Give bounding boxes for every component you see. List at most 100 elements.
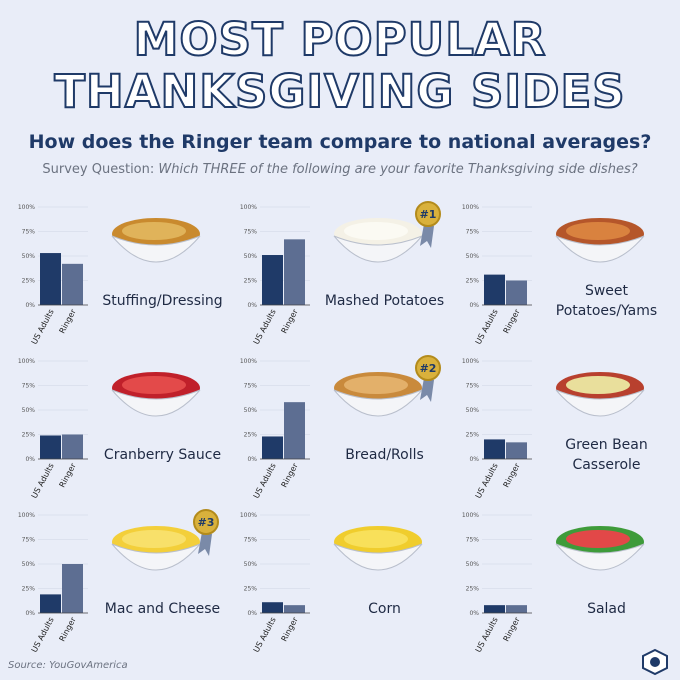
x-tick-label: Ringer [280, 461, 301, 489]
food-highlight [122, 222, 186, 240]
bowl [111, 235, 201, 263]
dish-label: Bread/Rolls [345, 447, 424, 463]
y-tick-label: 50% [466, 253, 480, 260]
dish-illustration [555, 218, 645, 263]
food-highlight [122, 376, 186, 394]
badge-label: #2 [420, 362, 437, 375]
bar-chart: 0% 25% 50% 75% 100% US Adults Ringer #1 [240, 201, 441, 346]
chart-cell: 0% 25% 50% 75% 100% US Adults Ringer Sweet Pota… [452, 198, 674, 352]
survey-question: Survey Question: Which THREE of the foll… [0, 162, 680, 177]
y-tick-label: 100% [462, 358, 479, 365]
bar [262, 255, 283, 305]
dish-label: Green Bean Casserole [565, 437, 648, 473]
bowl [555, 543, 645, 571]
y-tick-label: 25% [466, 432, 480, 439]
badge [415, 201, 441, 227]
x-tick-label: Ringer [502, 307, 523, 335]
badge-ribbon [420, 224, 434, 248]
bar [62, 263, 83, 305]
dish-label: Corn [368, 601, 401, 617]
logo [642, 648, 668, 676]
y-tick-label: 75% [22, 383, 36, 390]
y-tick-label: 0% [247, 456, 257, 463]
y-tick-label: 100% [18, 512, 35, 519]
dish-illustration [111, 218, 201, 263]
x-tick-label: US Adults [252, 616, 278, 654]
y-tick-label: 50% [22, 407, 36, 414]
dish-label: Mashed Potatoes [324, 293, 445, 309]
bowl [555, 235, 645, 263]
chart-cell: 0% 25% 50% 75% 100% US Adults Ringer #2 Bread/Ro… [230, 352, 452, 506]
y-tick-label: 25% [244, 586, 258, 593]
y-tick-label: 25% [244, 278, 258, 285]
x-tick-label: Ringer [58, 307, 79, 335]
bar-chart: 0% 25% 50% 75% 100% US Adults Ringer #2 [240, 355, 441, 500]
y-tick-label: 0% [25, 456, 35, 463]
dish-illustration: #3 [111, 509, 219, 571]
x-tick-label: US Adults [474, 616, 500, 654]
question-text: Which THREE of the following are your fa… [158, 162, 638, 177]
bar [506, 442, 527, 459]
y-tick-label: 100% [18, 358, 35, 365]
dish-illustration: #2 [333, 355, 441, 417]
bar [40, 253, 61, 305]
y-tick-label: 50% [244, 561, 258, 568]
y-tick-label: 50% [22, 253, 36, 260]
bar [40, 435, 61, 459]
chart-cell: 0% 25% 50% 75% 100% US Adults Ringer Cranberry … [8, 352, 230, 506]
y-tick-label: 50% [466, 407, 480, 414]
dish-label: Mac and Cheese [104, 601, 221, 617]
bar-chart: 0% 25% 50% 75% 100% US Adults Ringer [462, 204, 645, 346]
y-tick-label: 75% [466, 229, 480, 236]
bowl [333, 543, 423, 571]
bar [262, 436, 283, 459]
y-tick-label: 100% [462, 204, 479, 211]
dish-label: Sweet Potatoes/Yams [555, 283, 658, 319]
y-tick-label: 0% [469, 302, 479, 309]
food-highlight [566, 530, 630, 548]
y-tick-label: 25% [244, 432, 258, 439]
title: MOST POPULAR THANKSGIVING SIDES [53, 13, 626, 119]
x-tick-label: US Adults [30, 462, 56, 500]
bar-chart: 0% 25% 50% 75% 100% US Adults Ringer [18, 358, 201, 500]
y-tick-label: 100% [240, 512, 257, 519]
y-tick-label: 100% [240, 358, 257, 365]
x-tick-label: US Adults [252, 462, 278, 500]
bar-chart: 0% 25% 50% 75% 100% US Adults Ringer [462, 358, 645, 500]
y-tick-label: 25% [22, 432, 36, 439]
y-tick-label: 50% [244, 253, 258, 260]
x-tick-label: US Adults [474, 462, 500, 500]
bar [262, 602, 283, 613]
bar [284, 605, 305, 613]
y-tick-label: 0% [247, 610, 257, 617]
y-tick-label: 75% [22, 229, 36, 236]
food-highlight [566, 222, 630, 240]
y-tick-label: 75% [466, 537, 480, 544]
y-tick-label: 25% [466, 586, 480, 593]
food-highlight [344, 530, 408, 548]
x-tick-label: Ringer [280, 615, 301, 643]
chart-cell: 0% 25% 50% 75% 100% US Adults Ringer Green Bean… [452, 352, 674, 506]
bar [484, 274, 505, 305]
y-tick-label: 50% [466, 561, 480, 568]
dish-label: Stuffing/Dressing [102, 293, 223, 309]
y-tick-label: 75% [22, 537, 36, 544]
bar [484, 605, 505, 613]
y-tick-label: 0% [247, 302, 257, 309]
question-label: Survey Question: [42, 162, 155, 177]
y-tick-label: 0% [25, 302, 35, 309]
x-tick-label: US Adults [474, 308, 500, 346]
badge-label: #3 [198, 516, 215, 529]
y-tick-label: 25% [22, 278, 36, 285]
x-tick-label: Ringer [280, 307, 301, 335]
bar [40, 594, 61, 613]
y-tick-label: 25% [22, 586, 36, 593]
chart-cell: 0% 25% 50% 75% 100% US Adults Ringer #3 Mac and … [8, 506, 230, 660]
y-tick-label: 50% [244, 407, 258, 414]
bowl [555, 389, 645, 417]
bar [62, 564, 83, 613]
bar-chart: 0% 25% 50% 75% 100% US Adults Ringer #3 [18, 509, 219, 654]
food-highlight [122, 530, 186, 548]
subtitle: How does the Ringer team compare to nati… [28, 131, 652, 153]
y-tick-label: 75% [466, 383, 480, 390]
